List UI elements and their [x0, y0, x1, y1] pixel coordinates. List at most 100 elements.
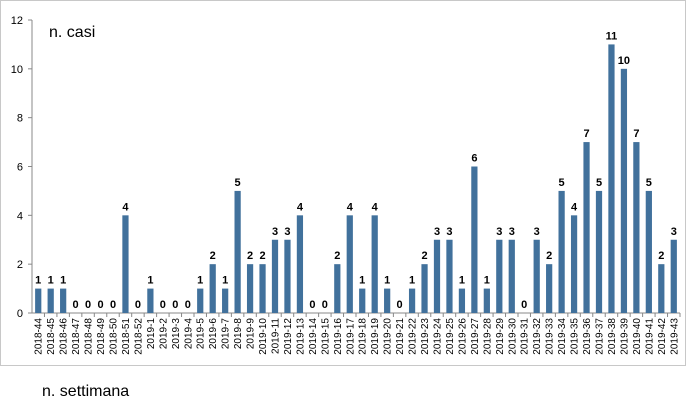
data-label: 7: [633, 128, 639, 140]
bar: [471, 166, 478, 313]
bar: [496, 239, 503, 313]
bar: [359, 288, 366, 313]
x-tick-label: 2019-19: [370, 318, 381, 355]
x-tick-label: 2019-30: [507, 318, 518, 355]
x-tick-label: 2019-17: [345, 318, 356, 355]
bar: [122, 215, 129, 313]
x-tick-label: 2019-40: [632, 318, 643, 355]
bar: [197, 288, 204, 313]
bar: [371, 215, 378, 313]
bar: [483, 288, 490, 313]
data-label: 3: [434, 226, 440, 238]
x-tick-label: 2019-10: [258, 318, 269, 355]
data-label: 5: [596, 177, 602, 189]
data-label: 1: [147, 275, 153, 287]
x-tick-label: 2019-23: [420, 318, 431, 355]
data-label: 3: [496, 226, 502, 238]
bar: [408, 288, 416, 313]
x-tick-label: 2019-9: [246, 318, 257, 350]
y-tick-label: 8: [17, 113, 23, 125]
data-label: 0: [521, 299, 527, 311]
x-tick-label: 2018-52: [133, 318, 144, 355]
bar: [670, 239, 677, 313]
y-tick-label: 10: [11, 64, 23, 76]
bar: [433, 239, 441, 313]
x-tick-label: 2019-43: [669, 318, 680, 355]
bar: [421, 264, 428, 313]
x-tick-label: 2019-16: [333, 318, 344, 355]
bar: [259, 264, 266, 313]
x-tick-label: 2019-2: [158, 318, 169, 350]
x-tick-label: 2019-5: [196, 318, 207, 350]
x-tick-label: 2019-28: [482, 318, 493, 355]
x-tick-label: 2019-13: [295, 318, 306, 355]
data-label: 0: [309, 299, 315, 311]
x-tick-label: 2019-41: [644, 318, 655, 355]
data-label: 1: [48, 275, 54, 287]
y-axis-label: n. casi: [49, 24, 96, 41]
bar: [234, 190, 241, 313]
x-tick-label: 2019-6: [208, 318, 219, 350]
bar: [296, 215, 304, 313]
x-tick-label: 2019-8: [233, 318, 244, 350]
data-label: 2: [546, 250, 552, 262]
data-label: 0: [160, 299, 166, 311]
data-label: 1: [384, 275, 390, 287]
bar: [60, 288, 67, 313]
data-label: 5: [646, 177, 652, 189]
y-tick-label: 2: [17, 259, 23, 271]
bar: [633, 142, 640, 313]
bar: [47, 288, 54, 313]
bar: [284, 239, 291, 313]
x-tick-label: 2018-48: [84, 318, 95, 355]
bar: [608, 44, 615, 314]
bar: [658, 264, 665, 313]
data-label: 11: [606, 30, 618, 42]
bar: [458, 288, 466, 313]
x-tick-label: 2018-50: [109, 318, 120, 355]
x-tick-label: 2019-24: [433, 318, 444, 355]
data-label: 3: [272, 226, 278, 238]
bar: [246, 264, 254, 313]
bar: [645, 190, 652, 313]
data-label: 7: [583, 128, 589, 140]
data-label: 4: [372, 201, 379, 213]
bar: [35, 288, 42, 313]
x-tick-label: 2019-37: [595, 318, 606, 355]
data-label: 1: [484, 275, 490, 287]
bar: [508, 239, 515, 313]
data-label: 0: [97, 299, 103, 311]
bar: [209, 264, 216, 313]
x-tick-label: 2019-38: [607, 318, 618, 355]
data-label: 0: [185, 299, 191, 311]
data-label: 0: [397, 299, 403, 311]
x-tick-label: 2019-21: [395, 318, 406, 355]
x-tick-label: 2019-35: [570, 318, 581, 355]
data-label: 1: [60, 275, 66, 287]
data-label: 6: [471, 153, 477, 165]
data-label: 3: [284, 226, 290, 238]
data-label: 2: [658, 250, 664, 262]
x-tick-label: 2019-1: [146, 318, 157, 350]
data-label: 1: [359, 275, 365, 287]
data-label: 4: [571, 201, 578, 213]
x-tick-label: 2019-34: [557, 318, 568, 355]
data-label: 0: [110, 299, 116, 311]
y-tick-label: 6: [17, 162, 23, 174]
x-tick-label: 2018-44: [34, 318, 45, 355]
x-tick-label: 2018-51: [121, 318, 132, 355]
x-tick-label: 2018-47: [71, 318, 82, 355]
x-tick-label: 2019-4: [183, 318, 194, 350]
data-label: 3: [509, 226, 515, 238]
x-tick-label: 2019-3: [171, 318, 182, 350]
data-label: 2: [334, 250, 340, 262]
y-tick-label: 12: [11, 15, 23, 27]
x-tick-label: 2019-39: [619, 318, 630, 355]
x-tick-label: 2019-31: [520, 318, 531, 355]
x-tick-label: 2019-32: [532, 318, 543, 355]
bar: [346, 215, 353, 313]
data-label: 2: [210, 250, 216, 262]
data-label: 1: [222, 275, 228, 287]
bar: [583, 142, 590, 313]
